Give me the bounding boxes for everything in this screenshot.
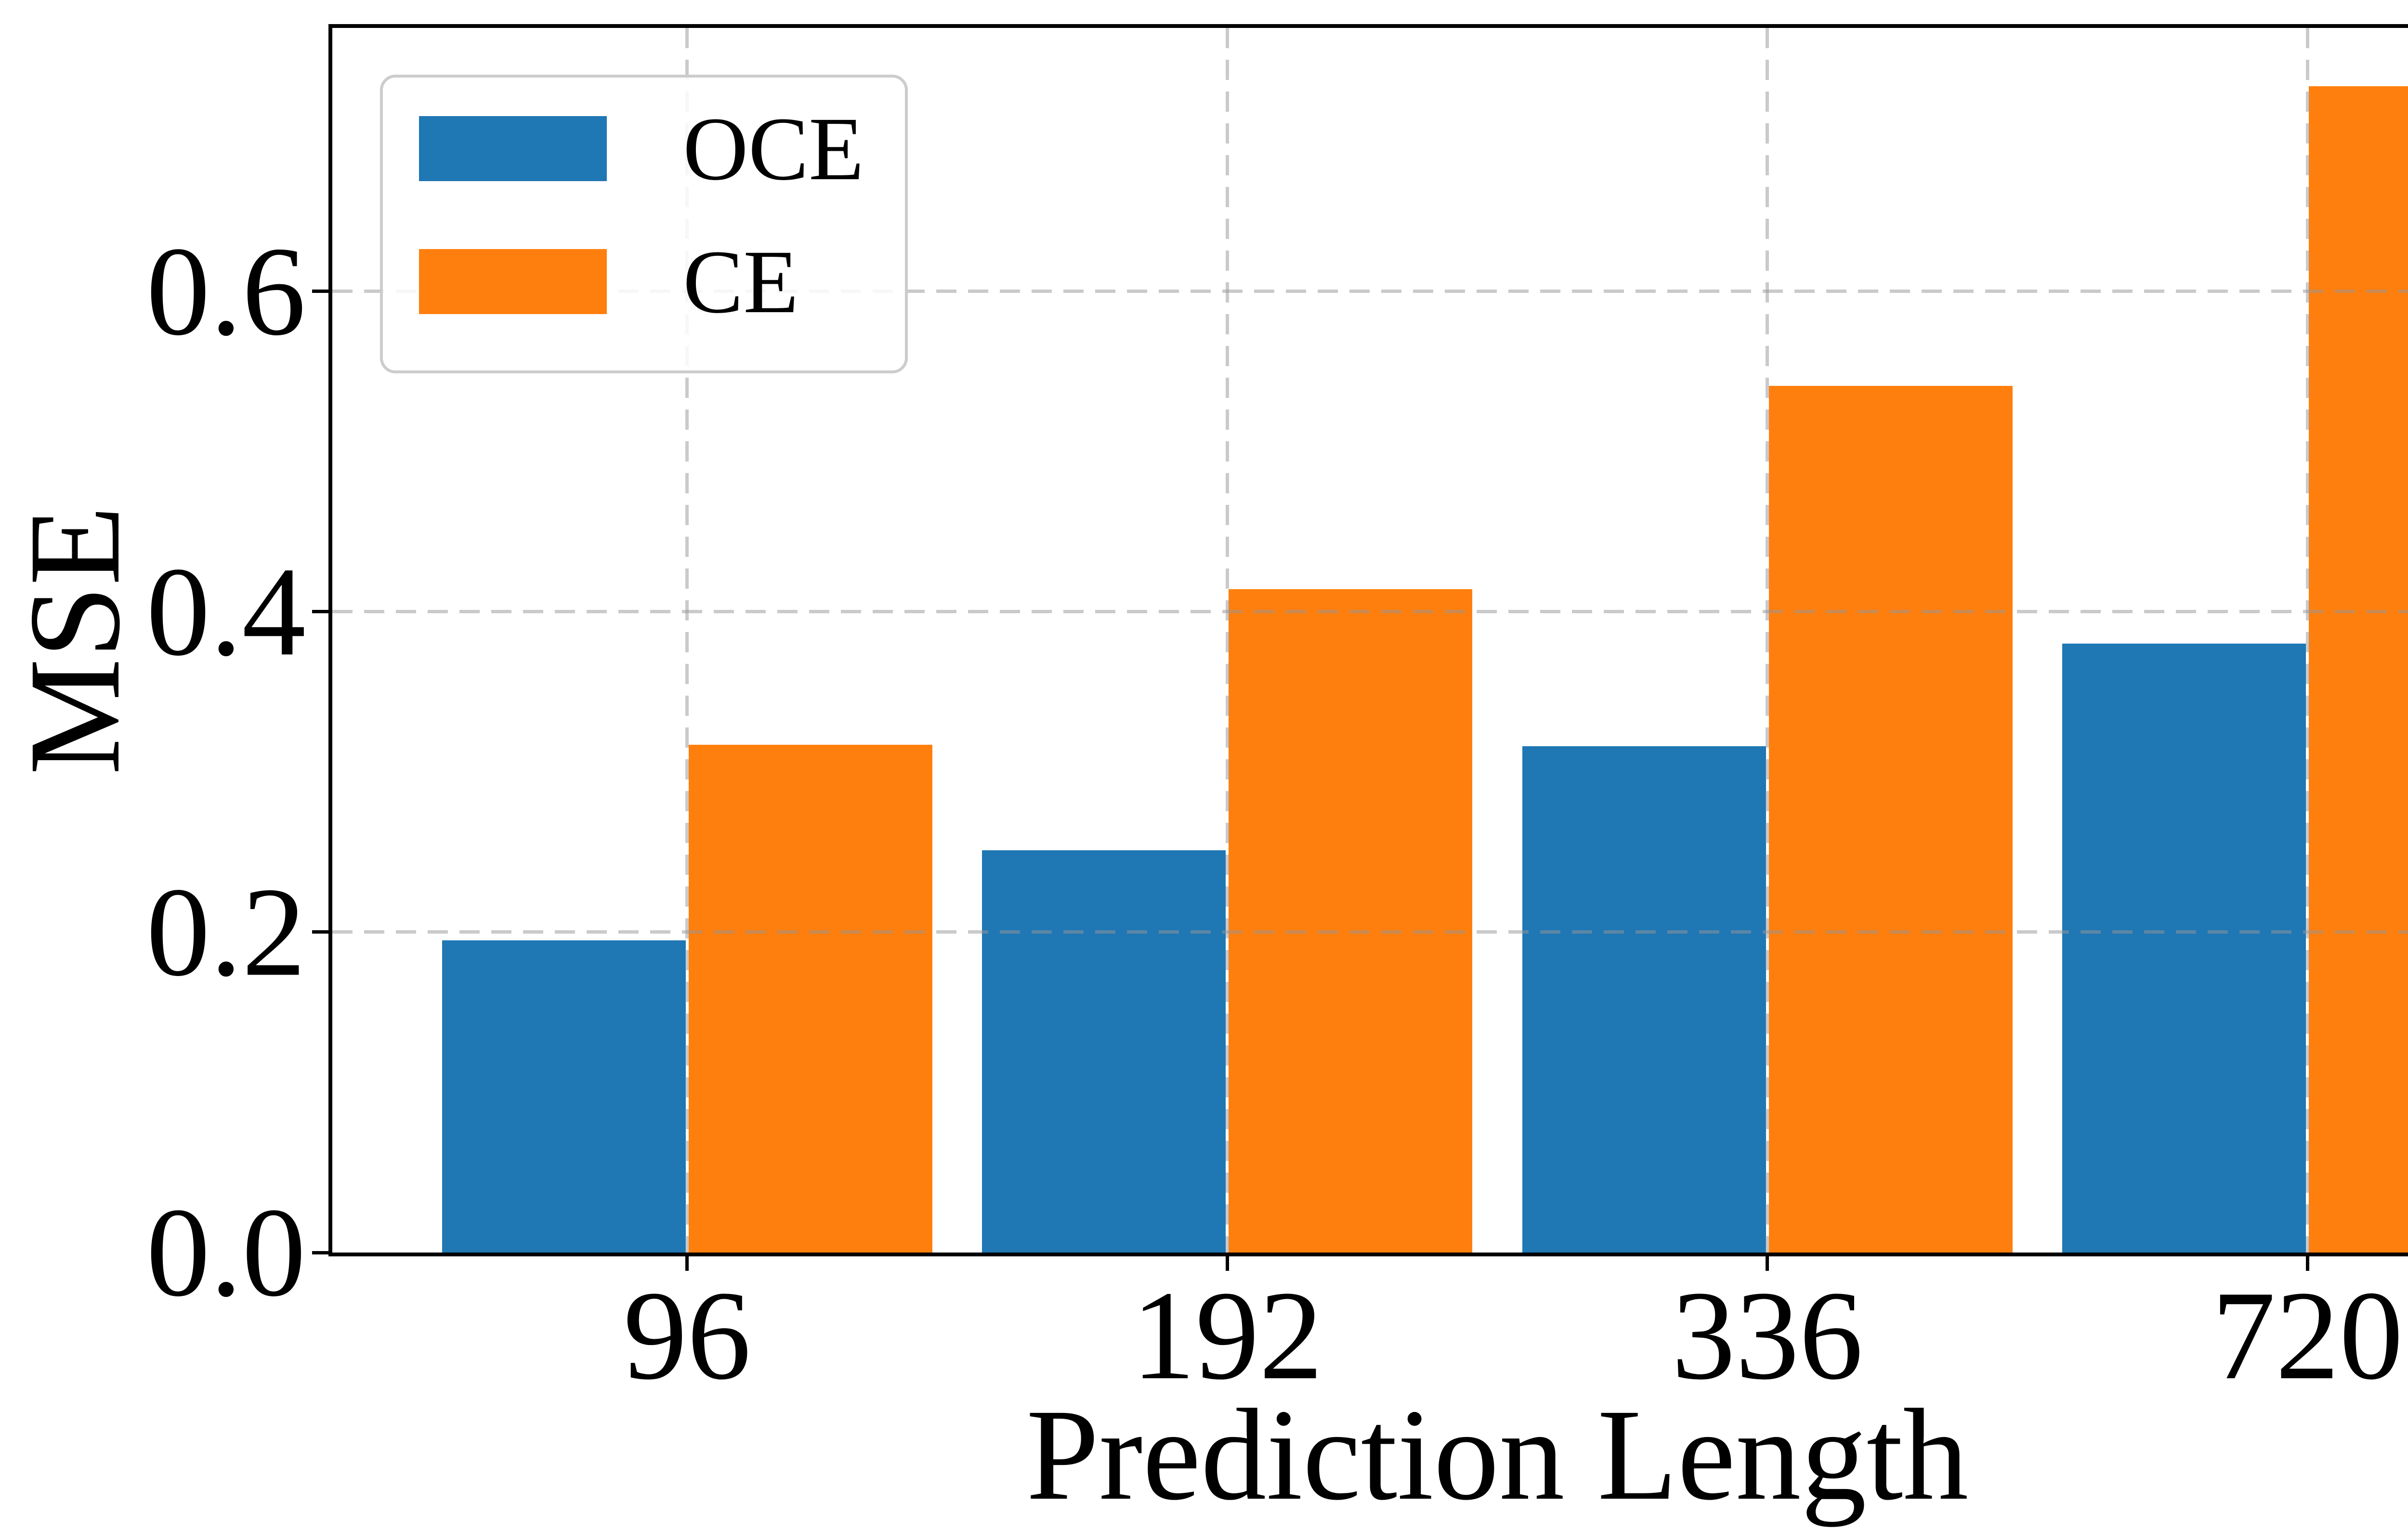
grid-layer [332, 28, 2408, 1253]
gridline-y-0.6 [332, 290, 2408, 293]
gridline-y-0.4 [332, 610, 2408, 614]
y-tick-0.4 [312, 610, 328, 614]
legend-entry-ce: CE [419, 236, 798, 327]
x-tick-label-720: 720 [2212, 1265, 2403, 1406]
y-axis-label: MSE [2, 505, 147, 775]
bar-ce-336 [1768, 386, 2013, 1253]
bar-oce-192 [982, 850, 1226, 1253]
bar-ce-720 [2309, 86, 2408, 1253]
bar-oce-96 [442, 940, 686, 1253]
gridline-x-192 [1225, 28, 1229, 1253]
y-tick-label-0.2: 0.2 [146, 861, 306, 1003]
bar-oce-720 [2062, 644, 2306, 1253]
bar-ce-192 [1229, 589, 1473, 1253]
x-tick-192 [1225, 1256, 1229, 1271]
bar-oce-336 [1522, 746, 1766, 1253]
bar-ce-96 [688, 744, 932, 1253]
x-axis-label: Prediction Length [1026, 1382, 1969, 1527]
y-tick-label-0.0: 0.0 [146, 1182, 306, 1323]
legend: OCE CE [380, 75, 908, 373]
gridline-x-720 [2305, 28, 2309, 1253]
legend-entry-oce: OCE [419, 103, 864, 194]
x-tick-336 [1766, 1256, 1769, 1271]
y-tick-label-0.6: 0.6 [146, 221, 306, 362]
legend-label-oce: OCE [683, 98, 864, 199]
y-tick-0.0 [312, 1251, 328, 1254]
plot-area [328, 24, 2408, 1256]
x-tick-label-192: 192 [1131, 1265, 1323, 1406]
x-tick-label-336: 336 [1671, 1265, 1863, 1406]
x-tick-720 [2305, 1256, 2309, 1271]
legend-swatch-oce [419, 116, 607, 181]
y-tick-0.6 [312, 290, 328, 293]
legend-swatch-ce [419, 249, 607, 314]
gridline-x-336 [1766, 28, 1769, 1253]
y-tick-0.2 [312, 930, 328, 934]
gridline-y-0.2 [332, 930, 2408, 934]
y-tick-label-0.4: 0.4 [146, 541, 306, 683]
x-tick-96 [685, 1256, 689, 1271]
legend-label-ce: CE [683, 231, 799, 332]
bars-layer [332, 28, 2408, 1253]
gridline-x-96 [685, 28, 689, 1253]
x-tick-label-96: 96 [623, 1265, 751, 1406]
